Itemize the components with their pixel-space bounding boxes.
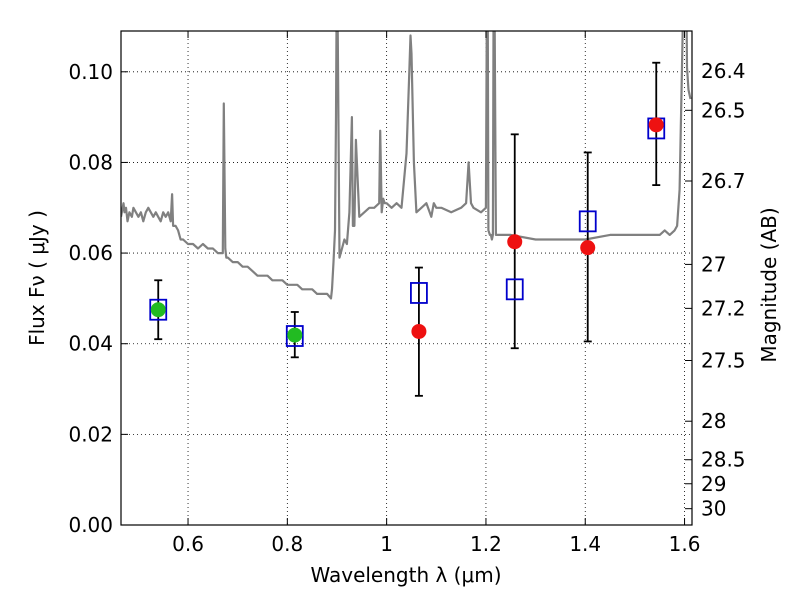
x-tick-label: 0.8 (271, 532, 303, 556)
y2-tick-label: 27.5 (701, 348, 746, 372)
y2-tick-label: 26.5 (701, 98, 746, 122)
x-tick-label: 0.6 (172, 532, 204, 556)
model-point-square (149, 298, 168, 321)
x-tick-label: 1.4 (569, 532, 601, 556)
y-axis-title: Flux Fν ( μJy ) (25, 210, 49, 346)
y-tick-label: 0.00 (68, 513, 113, 537)
model-spectrum-line (121, 31, 692, 300)
plot-frame (120, 30, 693, 526)
model-point-square (285, 325, 304, 347)
model-point-square (410, 282, 428, 304)
model-point-square (505, 278, 524, 301)
y-tick-label: 0.10 (68, 60, 113, 84)
x-axis-title: Wavelength λ (μm) (310, 563, 501, 587)
x-tick-label: 1.6 (669, 532, 701, 556)
model-point-square (578, 210, 597, 233)
ticks: 0.6 0.8 1 1.2 1.4 1.6 0.00 0.02 0.04 0.06 0.08 0.10… (68, 31, 746, 556)
y2-tick-label: 30 (701, 497, 726, 521)
plot-data (121, 31, 692, 397)
y-tick-label: 0.06 (68, 241, 113, 265)
y2-tick-label: 28 (701, 409, 726, 433)
red-data-point (411, 323, 427, 339)
y2-axis-title: Magnitude (AB) (757, 207, 781, 362)
y-tick-label: 0.02 (68, 422, 113, 446)
x-tick-label: 1 (380, 532, 393, 556)
y-tick-label: 0.04 (68, 332, 113, 356)
y2-tick-label: 26.7 (701, 169, 746, 193)
x-tick-label: 1.2 (470, 532, 502, 556)
y2-tick-label: 28.5 (701, 448, 746, 472)
y-tick-label: 0.08 (68, 150, 113, 174)
y2-tick-label: 27 (701, 252, 726, 276)
red-data-point (580, 240, 596, 256)
green-data-point (287, 327, 303, 343)
y2-tick-label: 29 (701, 472, 726, 496)
y2-tick-label: 26.4 (701, 59, 746, 83)
red-data-point (648, 117, 664, 133)
red-data-point (507, 234, 523, 250)
green-data-point (150, 302, 166, 318)
y2-tick-label: 27.2 (701, 296, 746, 320)
grid (121, 31, 692, 525)
